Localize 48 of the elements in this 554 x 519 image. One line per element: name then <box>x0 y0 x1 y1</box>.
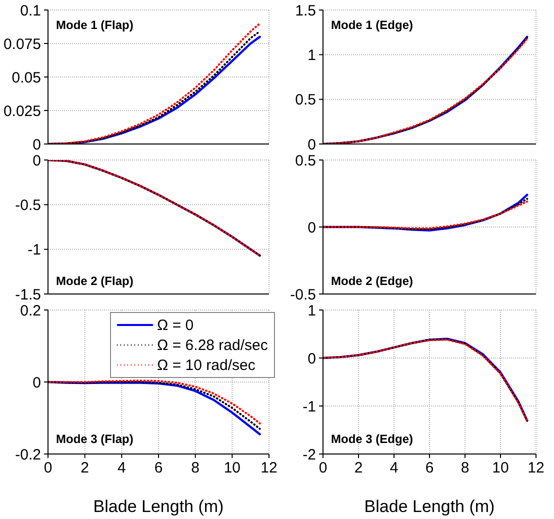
x-tick-label: 6 <box>154 460 163 477</box>
y-tick-label: 0.2 <box>20 302 41 320</box>
y-tick-label: 0 <box>32 136 41 154</box>
y-tick-label: 0.1 <box>20 2 41 20</box>
y-tick-label: -0.5 <box>290 286 316 304</box>
text: Mode 1 (Edge) <box>331 18 414 32</box>
y-tick-label: 0 <box>308 350 316 368</box>
x-tick-label: 10 <box>492 460 509 477</box>
x-axis-title: Blade Length (m) <box>364 497 495 516</box>
y-tick-label: 0.5 <box>295 152 316 170</box>
y-tick-label: -0.5 <box>15 196 41 214</box>
y-tick-label: -2 <box>302 446 316 464</box>
y-tick-label: 1 <box>308 302 316 320</box>
y-tick-label: 1.5 <box>295 2 316 20</box>
text: Mode 1 (Flap) <box>56 18 134 32</box>
x-tick-label: 12 <box>260 460 278 477</box>
y-tick-label: 0 <box>308 219 316 236</box>
x-tick-label: 2 <box>80 460 90 477</box>
legend-label: Ω = 10 rad/sec <box>157 356 256 374</box>
y-tick-label: 0.025 <box>3 102 41 120</box>
text: Mode 3 (Edge) <box>331 432 414 446</box>
y-tick-label: 0.05 <box>12 69 41 86</box>
y-tick-label: -1 <box>302 398 316 416</box>
x-tick-label: 10 <box>224 460 241 477</box>
x-tick-label: 4 <box>390 460 398 477</box>
text: Mode 3 (Flap) <box>56 432 134 446</box>
legend-label: Ω = 0 <box>157 316 194 334</box>
y-tick-label: -0.2 <box>15 446 41 464</box>
x-tick-label: 4 <box>117 460 126 477</box>
x-tick-label: 8 <box>191 460 200 477</box>
x-tick-label: 8 <box>460 460 470 477</box>
y-tick-label: -1 <box>28 242 41 259</box>
y-tick-label: 0 <box>32 152 41 170</box>
y-tick-label: 0 <box>308 136 316 154</box>
x-tick-label: 12 <box>528 460 544 477</box>
y-tick-label: 0.5 <box>295 92 316 109</box>
y-tick-label: 0.075 <box>3 36 41 53</box>
y-tick-label: -1.5 <box>15 286 41 304</box>
x-tick-label: 6 <box>425 460 434 477</box>
y-tick-label: 1 <box>308 46 316 64</box>
x-tick-label: 2 <box>354 460 363 477</box>
text: Mode 2 (Edge) <box>331 274 414 288</box>
text: Mode 2 (Flap) <box>56 274 134 288</box>
x-tick-label: 0 <box>318 460 328 477</box>
x-axis-title: Blade Length (m) <box>93 497 224 516</box>
legend-label: Ω = 6.28 rad/sec <box>157 336 268 354</box>
y-tick-label: 0 <box>32 374 41 392</box>
x-tick-label: 0 <box>44 460 52 477</box>
